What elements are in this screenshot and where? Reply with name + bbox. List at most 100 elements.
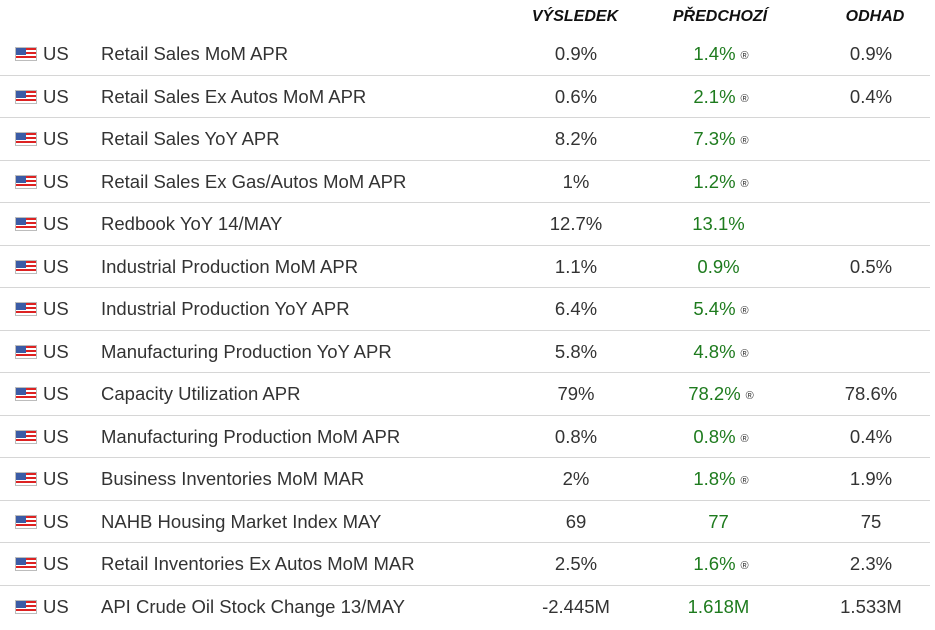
previous-value: 4.8% <box>693 340 736 362</box>
previous-cell: 1.8% ® <box>646 458 796 500</box>
previous-value: 78.2% <box>688 383 741 404</box>
event-name[interactable]: Capacity Utilization APR <box>101 383 301 404</box>
previous-value: 1.618M <box>687 595 750 617</box>
table-row[interactable]: US Business Inventories MoM MAR 2% 1.8% ®… <box>0 458 930 501</box>
revised-mark: ® <box>745 390 754 402</box>
country-code: US <box>43 298 69 319</box>
actual-value: 0.9% <box>554 43 598 64</box>
event-name[interactable]: Industrial Production YoY APR <box>101 298 350 319</box>
event-name[interactable]: Retail Sales MoM APR <box>101 43 289 64</box>
estimate-value: 0.4% <box>849 425 893 447</box>
previous-cell: 1.6% ® <box>646 543 796 585</box>
event-name[interactable]: API Crude Oil Stock Change 13/MAY <box>101 595 406 617</box>
previous-value: 7.3% <box>693 128 736 149</box>
us-flag-icon <box>15 514 37 529</box>
us-flag-icon <box>15 302 37 316</box>
country-code: US <box>43 425 69 447</box>
country-code: US <box>43 468 69 489</box>
event-name[interactable]: NAHB Housing Market Index MAY <box>101 510 382 532</box>
country-code: US <box>43 340 69 362</box>
table-row[interactable]: US Industrial Production MoM APR 1.1% 0.… <box>0 246 930 288</box>
previous-cell: 7.3% ® <box>646 118 796 160</box>
us-flag-icon <box>15 47 37 61</box>
actual-value: 8.2% <box>554 128 598 149</box>
actual-value: 79% <box>557 383 595 404</box>
table-row[interactable]: US Retail Sales Ex Autos MoM APR 0.6% 2.… <box>0 76 930 118</box>
us-flag-icon <box>15 472 37 486</box>
estimate-value <box>796 161 935 203</box>
revised-mark: ® <box>740 92 749 105</box>
table-row[interactable]: US Industrial Production YoY APR 6.4% 5.… <box>0 288 930 331</box>
revised-mark: ® <box>740 135 749 147</box>
revised-mark: ® <box>740 305 749 317</box>
actual-value: 0.6% <box>554 85 598 107</box>
estimate-value: 78.6% <box>844 383 898 404</box>
us-flag-icon <box>15 217 37 231</box>
event-name[interactable]: Retail Inventories Ex Autos MoM MAR <box>101 553 415 574</box>
previous-value: 1.8% <box>693 468 736 489</box>
country-code: US <box>43 595 69 617</box>
event-name[interactable]: Retail Sales Ex Gas/Autos MoM APR <box>101 170 407 192</box>
previous-value: 1.2% <box>693 170 736 192</box>
revised-mark: ® <box>740 347 749 360</box>
revised-mark: ® <box>740 50 749 62</box>
estimate-value: 1.9% <box>849 468 893 489</box>
previous-cell: 4.8% ® <box>646 331 796 373</box>
table-body: US Retail Sales MoM APR 0.9% 1.4% ® 0.9% … <box>0 33 935 628</box>
previous-value: 1.4% <box>693 43 736 64</box>
us-flag-icon <box>15 557 37 571</box>
estimate-value: 0.4% <box>849 85 893 107</box>
us-flag-icon <box>15 132 37 146</box>
estimate-value <box>796 331 935 373</box>
us-flag-icon <box>15 344 37 359</box>
table-row[interactable]: US Retail Sales YoY APR 8.2% 7.3% ® <box>0 118 930 161</box>
actual-value: 2.5% <box>554 553 598 574</box>
event-name[interactable]: Retail Sales YoY APR <box>101 128 280 149</box>
previous-value: 2.1% <box>693 85 736 107</box>
table-row[interactable]: US API Crude Oil Stock Change 13/MAY -2.… <box>0 586 930 629</box>
previous-cell: 5.4% ® <box>646 288 796 330</box>
event-name[interactable]: Manufacturing Production YoY APR <box>101 340 392 362</box>
us-flag-icon <box>15 174 37 189</box>
estimate-value <box>796 203 935 245</box>
previous-cell: 77 <box>646 501 796 543</box>
table-row[interactable]: US Manufacturing Production YoY APR 5.8%… <box>0 331 930 373</box>
estimate-value: 1.533M <box>840 595 902 617</box>
previous-cell: 13.1% <box>646 203 796 245</box>
table-row[interactable]: US Retail Sales Ex Gas/Autos MoM APR 1% … <box>0 161 930 203</box>
previous-cell: 0.9% <box>646 246 796 288</box>
actual-value: 1% <box>562 170 590 192</box>
event-name[interactable]: Retail Sales Ex Autos MoM APR <box>101 85 367 107</box>
actual-value: 2% <box>562 468 590 489</box>
event-name[interactable]: Redbook YoY 14/MAY <box>101 213 283 234</box>
table-row[interactable]: US Retail Sales MoM APR 0.9% 1.4% ® 0.9% <box>0 33 930 76</box>
us-flag-icon <box>15 387 37 401</box>
country-code: US <box>43 128 69 149</box>
table-row[interactable]: US Manufacturing Production MoM APR 0.8%… <box>0 416 930 458</box>
revised-mark: ® <box>740 432 749 445</box>
actual-value: 0.8% <box>554 425 598 447</box>
estimate-value: 2.3% <box>849 553 893 574</box>
event-name[interactable]: Business Inventories MoM MAR <box>101 468 365 489</box>
country-code: US <box>43 383 69 404</box>
actual-value: 5.8% <box>554 340 598 362</box>
event-name[interactable]: Industrial Production MoM APR <box>101 255 359 277</box>
table-row[interactable]: US Retail Inventories Ex Autos MoM MAR 2… <box>0 543 930 586</box>
previous-value: 77 <box>708 510 729 532</box>
revised-mark: ® <box>740 177 749 190</box>
revised-mark: ® <box>740 475 749 487</box>
table-header: VÝSLEDEK PŘEDCHOZÍ ODHAD <box>0 0 935 33</box>
event-name[interactable]: Manufacturing Production MoM APR <box>101 425 401 447</box>
table-row[interactable]: US NAHB Housing Market Index MAY 69 77 7… <box>0 501 930 543</box>
us-flag-icon <box>15 599 37 614</box>
actual-value: 69 <box>565 510 587 532</box>
revised-mark: ® <box>740 560 749 572</box>
previous-value: 1.6% <box>693 553 736 574</box>
country-code: US <box>43 85 69 107</box>
country-code: US <box>43 170 69 192</box>
table-row[interactable]: US Redbook YoY 14/MAY 12.7% 13.1% <box>0 203 930 246</box>
estimate-value: 0.5% <box>849 255 893 277</box>
header-previous: PŘEDCHOZÍ <box>672 8 768 25</box>
table-row[interactable]: US Capacity Utilization APR 79% 78.2% ® 7… <box>0 373 930 416</box>
previous-value: 13.1% <box>692 213 745 234</box>
